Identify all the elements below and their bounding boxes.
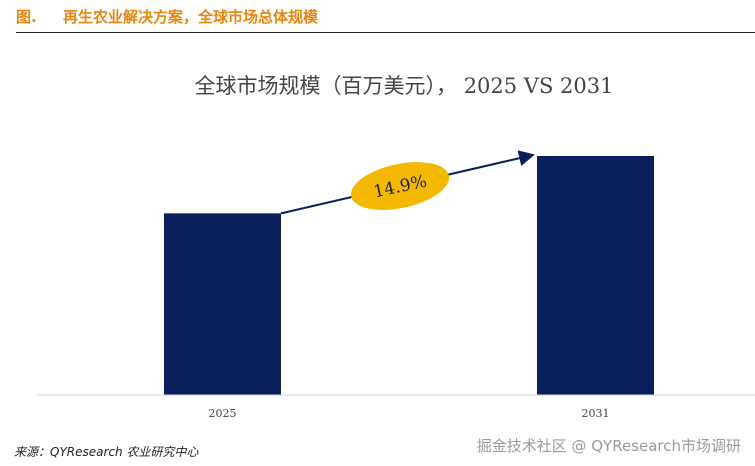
bar-2025 <box>164 213 281 395</box>
source-note: 来源：QYResearch 农业研究中心 <box>14 445 199 459</box>
watermark: 掘金技术社区 @ QYResearch市场调研 <box>476 437 741 455</box>
figure-header: 图. 再生农业解决方案，全球市场总体规模 <box>16 6 318 27</box>
bar-2031 <box>537 156 654 395</box>
chart-title: 全球市场规模（百万美元）， 2025 VS 2031 <box>195 74 614 98</box>
header-rule <box>16 32 755 33</box>
figure-title: 再生农业解决方案，全球市场总体规模 <box>63 8 319 26</box>
x-tick-label: 2025 <box>209 407 237 420</box>
cagr-badge <box>350 162 450 210</box>
x-tick-label: 2031 <box>582 407 610 420</box>
figure-label: 图. <box>16 8 37 26</box>
